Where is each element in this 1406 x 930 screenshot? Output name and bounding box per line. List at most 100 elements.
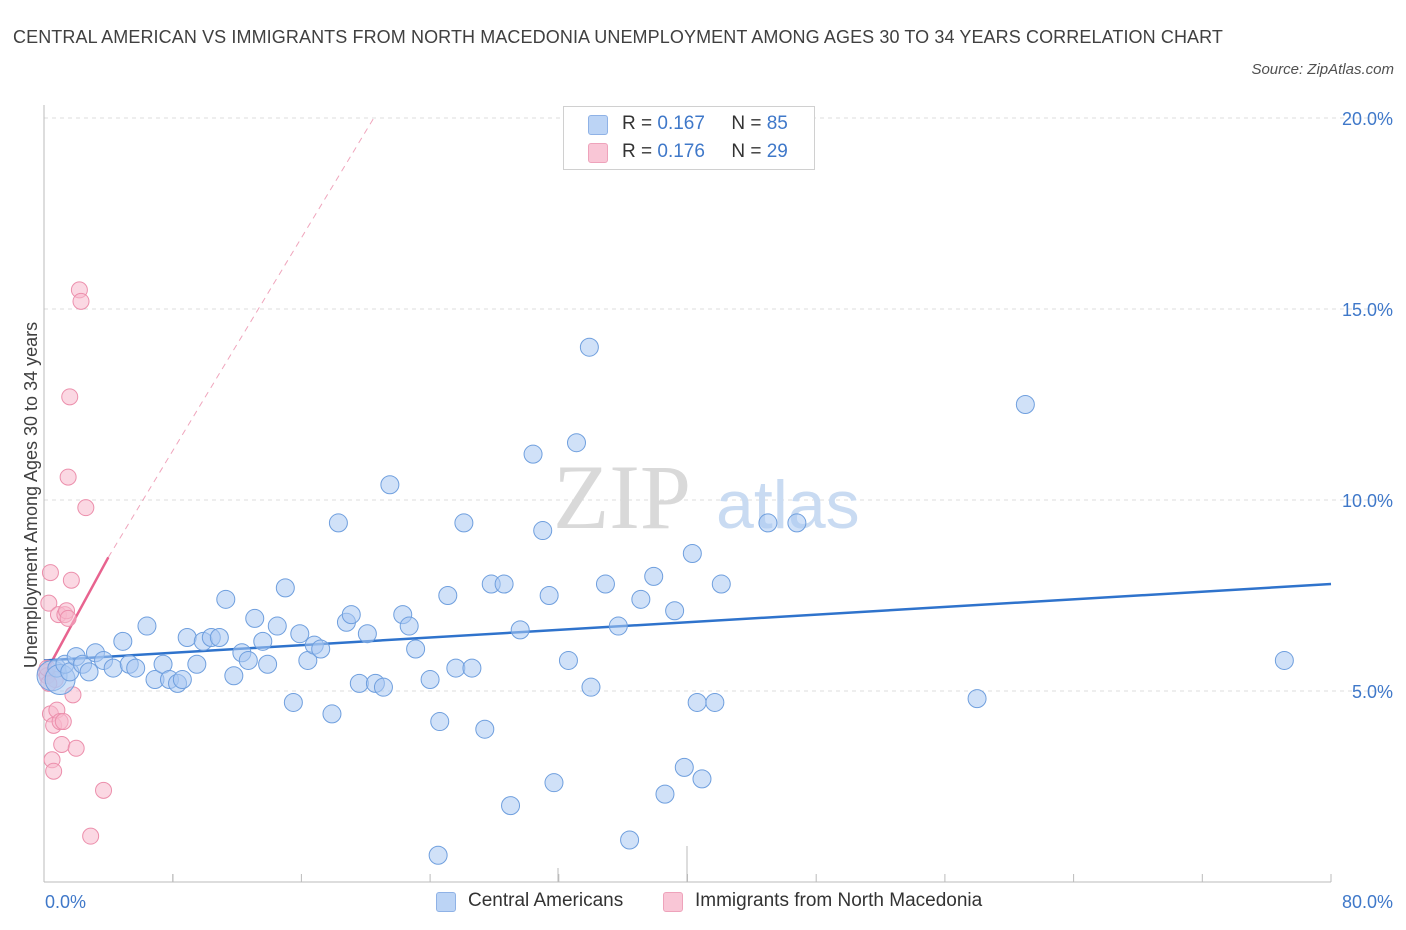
y-tick-label: 5.0% xyxy=(1352,682,1393,702)
watermark-atlas: atlas xyxy=(716,467,860,543)
data-point-central-americans xyxy=(446,658,466,678)
data-point-central-americans xyxy=(665,601,685,621)
data-point-central-americans xyxy=(475,719,495,739)
points-north-macedonia xyxy=(37,281,113,845)
data-point-central-americans xyxy=(177,628,197,648)
data-point-north-macedonia xyxy=(82,827,100,845)
data-point-central-americans xyxy=(224,666,244,686)
data-point-central-americans xyxy=(608,616,628,636)
data-point-central-americans xyxy=(655,784,675,804)
data-point-central-americans xyxy=(558,650,578,670)
legend-swatch-central-americans xyxy=(588,115,608,135)
data-point-central-americans xyxy=(438,586,458,605)
data-point-north-macedonia xyxy=(61,388,79,406)
data-point-north-macedonia xyxy=(53,735,71,753)
stats-legend: R = 0.167 N = 85 R = 0.176 N = 29 xyxy=(563,106,815,170)
data-point-central-americans xyxy=(494,574,514,594)
data-point-central-americans xyxy=(454,513,474,533)
data-point-central-americans xyxy=(428,845,448,865)
data-point-central-americans xyxy=(373,677,393,697)
data-point-central-americans xyxy=(113,631,133,651)
data-point-central-americans xyxy=(595,574,615,594)
watermark-zip: ZIP xyxy=(553,446,691,548)
data-point-central-americans xyxy=(705,692,725,712)
data-point-central-americans xyxy=(501,796,521,816)
legend-n-value: 29 xyxy=(766,141,788,162)
data-point-central-americans xyxy=(172,670,192,690)
data-point-north-macedonia xyxy=(67,739,85,757)
legend-n-label: N = xyxy=(731,113,762,134)
data-point-north-macedonia xyxy=(59,609,77,627)
data-point-central-americans xyxy=(399,616,419,636)
legend-r-value: 0.176 xyxy=(657,141,705,162)
data-point-central-americans xyxy=(687,692,707,712)
data-point-central-americans xyxy=(103,658,123,678)
data-point-central-americans xyxy=(380,475,400,495)
data-point-north-macedonia xyxy=(45,762,63,780)
legend-r-value: 0.167 xyxy=(657,113,705,134)
legend-swatch-north-macedonia xyxy=(588,143,608,163)
y-axis-label: Unemployment Among Ages 30 to 34 years xyxy=(21,322,41,668)
bottom-legend-swatch-north-macedonia xyxy=(663,892,683,912)
data-point-central-americans xyxy=(544,773,564,793)
legend-r-label: R = xyxy=(622,141,653,162)
axes xyxy=(43,105,1332,883)
source-note: Source: ZipAtlas.com xyxy=(1251,61,1394,78)
data-point-central-americans xyxy=(126,658,146,678)
data-point-central-americans xyxy=(539,586,559,605)
data-point-central-americans xyxy=(523,444,543,464)
gridlines xyxy=(44,117,1391,692)
legend-n-label: N = xyxy=(731,141,762,162)
tick-labels: 5.0% 10.0% 15.0% 20.0% 0.0% 80.0% xyxy=(45,109,1393,912)
points-central-americans xyxy=(36,337,1294,865)
data-point-central-americans xyxy=(420,670,440,690)
data-point-central-americans xyxy=(406,639,426,659)
data-point-north-macedonia xyxy=(77,499,95,517)
data-point-central-americans xyxy=(349,673,369,693)
data-point-central-americans xyxy=(533,521,553,541)
y-tick-label: 20.0% xyxy=(1342,109,1393,129)
data-point-central-americans xyxy=(579,337,599,357)
data-point-central-americans xyxy=(267,616,287,636)
data-point-central-americans xyxy=(682,543,702,563)
data-point-central-americans xyxy=(79,662,99,682)
data-point-north-macedonia xyxy=(59,468,77,486)
data-point-central-americans xyxy=(328,513,348,533)
data-point-central-americans xyxy=(758,513,778,533)
data-point-central-americans xyxy=(1015,395,1035,414)
data-point-central-americans xyxy=(283,692,303,712)
trend-lines xyxy=(42,117,1332,677)
data-point-central-americans xyxy=(245,608,265,628)
data-point-central-americans xyxy=(620,830,640,850)
data-point-north-macedonia xyxy=(54,713,72,731)
data-point-central-americans xyxy=(209,628,229,648)
data-point-central-americans xyxy=(674,757,694,777)
data-point-central-americans xyxy=(341,605,361,625)
data-point-central-americans xyxy=(253,631,273,651)
data-point-central-americans xyxy=(644,566,664,586)
data-point-central-americans xyxy=(430,712,450,732)
data-point-central-americans xyxy=(311,639,331,659)
bottom-legend-swatch-central-americans xyxy=(436,892,456,912)
data-point-central-americans xyxy=(290,624,310,644)
data-point-central-americans xyxy=(581,677,601,697)
data-point-central-americans xyxy=(322,704,342,724)
legend-r-label: R = xyxy=(622,113,653,134)
data-point-central-americans xyxy=(711,574,731,594)
data-point-central-americans xyxy=(238,650,258,670)
data-point-central-americans xyxy=(258,654,278,674)
data-point-central-americans xyxy=(187,654,207,674)
data-point-north-macedonia xyxy=(95,781,113,799)
data-point-central-americans xyxy=(216,589,236,609)
y-tick-label: 15.0% xyxy=(1342,300,1393,320)
data-point-central-americans xyxy=(967,689,987,709)
data-point-central-americans xyxy=(137,616,157,636)
legend-n-value: 85 xyxy=(766,113,788,134)
data-point-central-americans xyxy=(631,589,651,609)
data-point-central-americans xyxy=(692,769,712,789)
data-point-north-macedonia xyxy=(40,594,58,612)
bottom-legend-label-north-macedonia: Immigrants from North Macedonia xyxy=(695,890,983,911)
data-point-north-macedonia xyxy=(41,564,59,582)
x-tick-label: 80.0% xyxy=(1342,892,1393,912)
